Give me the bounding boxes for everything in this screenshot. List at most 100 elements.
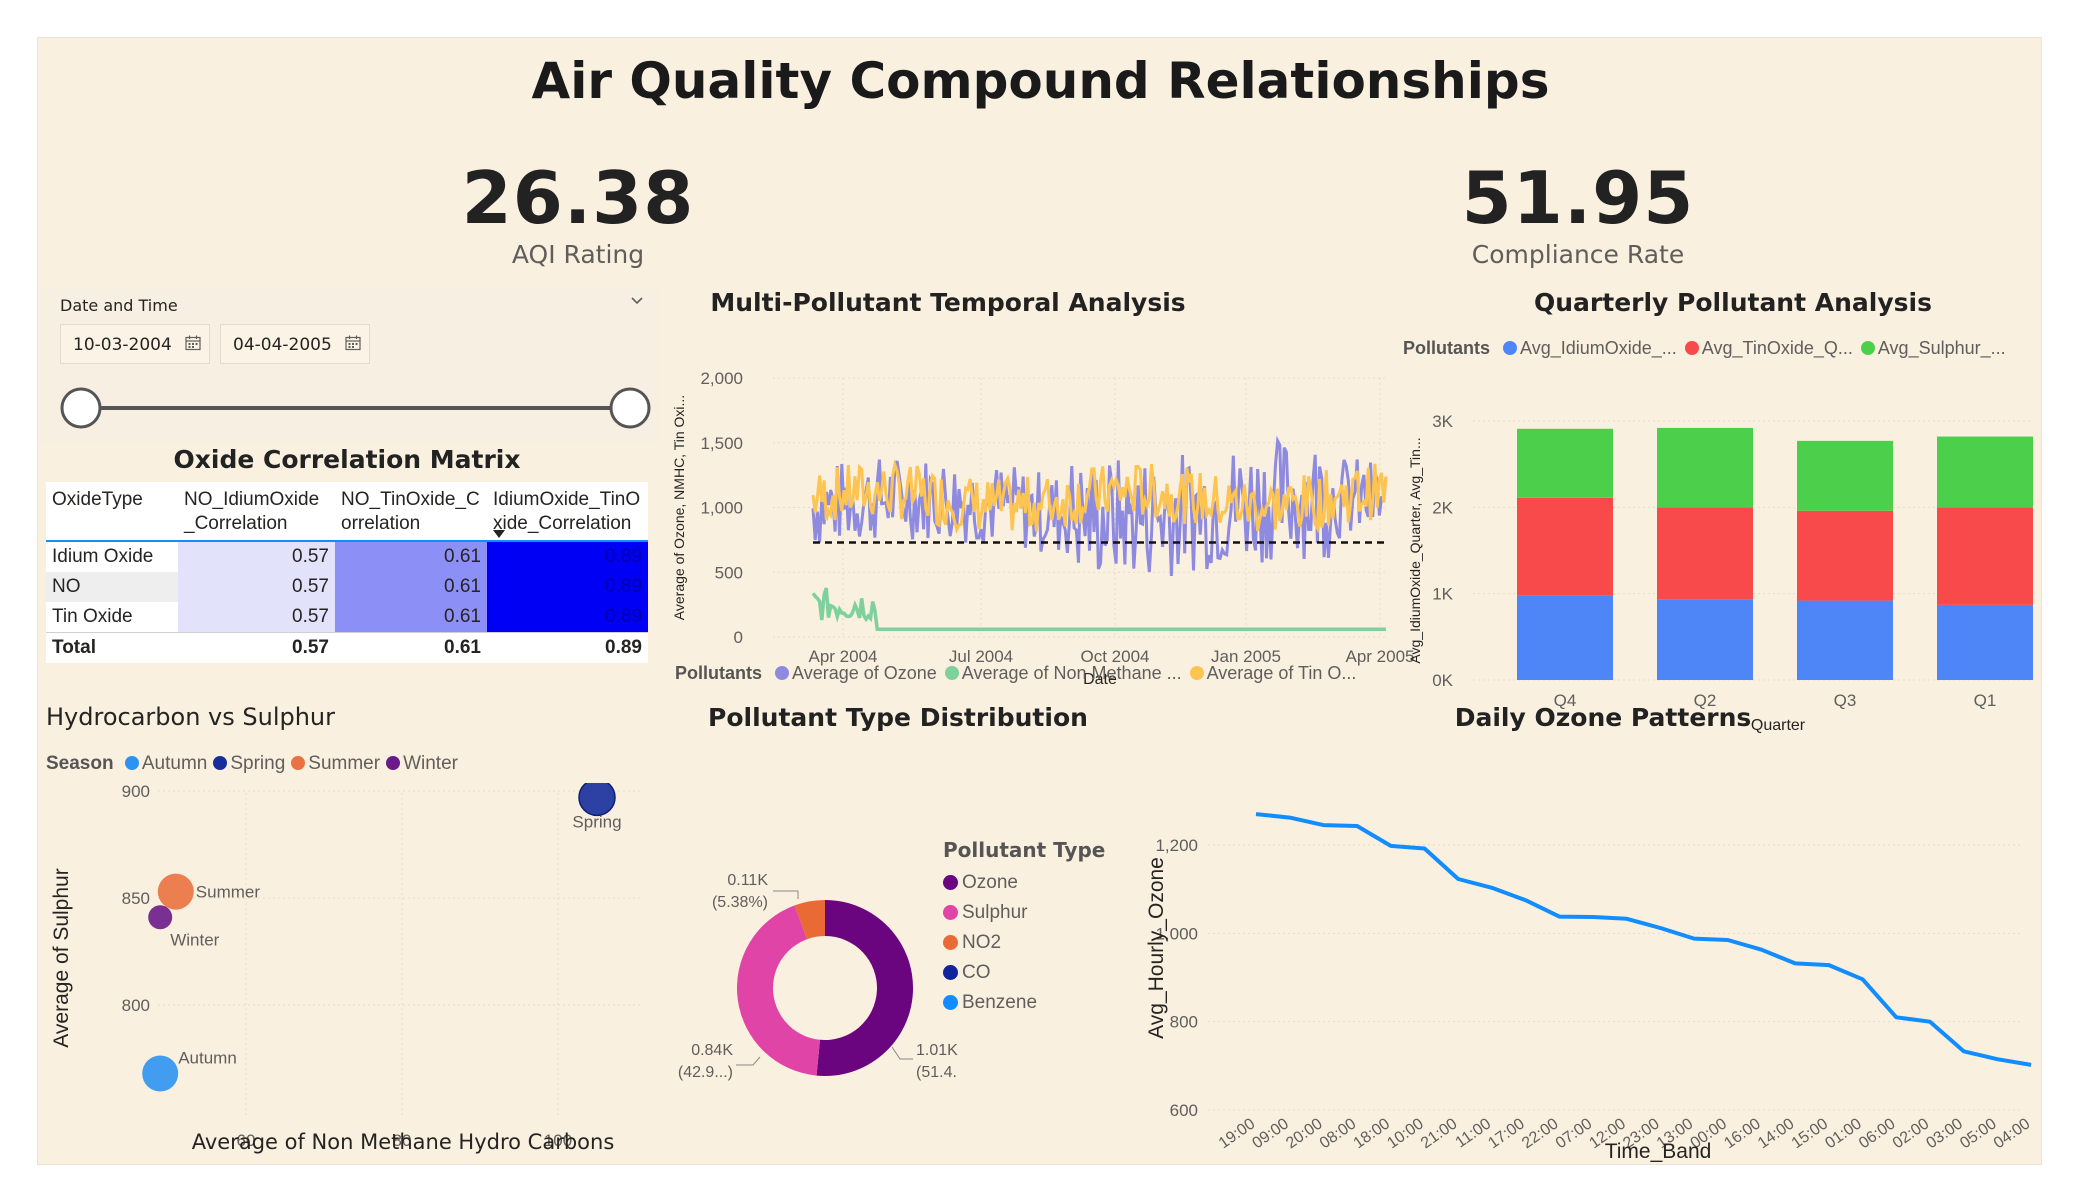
x-tick-label: 06:00	[1856, 1115, 1899, 1152]
y-tick-label: 900	[122, 783, 150, 801]
x-tick-label: Jan 2005	[1211, 647, 1281, 666]
matrix-cell: 0.61	[335, 572, 487, 602]
legend-dot-icon	[213, 756, 228, 770]
temporal-chart[interactable]: 0 500 1,000 1,500 2,000 Apr 2004 Jul 2004 Oct 2…	[668, 320, 1428, 730]
scatter-legend-title: Season	[46, 753, 114, 774]
daily-chart[interactable]: 600 800 1,000 1,200 Avg_Hourly_Ozone 19:0009:…	[1103, 758, 2033, 1163]
quarterly-legend: Pollutants Avg_IdiumOxide_... Avg_TinOxid…	[1403, 338, 2006, 359]
matrix-header-no-tin[interactable]: NO_TinOxide_Correlation	[335, 482, 487, 541]
legend-dot-icon	[1860, 341, 1875, 355]
matrix-header-no-idium[interactable]: NO_IdiumOxide_Correlation	[178, 482, 335, 541]
legend-item[interactable]: Sulphur	[943, 898, 1105, 928]
leader-line	[773, 890, 799, 899]
y-tick-label: 1,200	[1155, 836, 1198, 855]
x-tick-label: 02:00	[1890, 1115, 1933, 1152]
leader-line	[891, 1046, 913, 1060]
legend-label: Autumn	[141, 753, 208, 774]
legend-item[interactable]: NO2	[943, 928, 1105, 958]
scatter-point	[578, 783, 616, 817]
matrix-cell: 0.57	[178, 541, 335, 572]
x-tick-label: 80	[393, 1131, 412, 1150]
y-tick-label: 800	[1170, 1013, 1198, 1032]
legend-item[interactable]: Average of Tin O...	[1189, 663, 1356, 683]
legend-item[interactable]: CO	[943, 958, 1105, 988]
quarterly-legend-title: Pollutants	[1403, 338, 1491, 358]
x-tick-label: 21:00	[1418, 1115, 1461, 1152]
legend-dot-icon	[291, 756, 306, 770]
legend-item[interactable]: Autumn	[124, 753, 208, 774]
legend-item[interactable]: Benzene	[943, 988, 1105, 1018]
legend-label: Ozone	[962, 872, 1018, 893]
legend-label: Winter	[403, 753, 458, 774]
legend-item[interactable]: Spring	[213, 753, 285, 774]
legend-label: Average of Ozone	[792, 663, 937, 683]
temporal-legend-title: Pollutants	[675, 663, 763, 683]
legend-dot-icon	[775, 666, 790, 680]
legend-label: Avg_IdiumOxide_...	[1520, 338, 1677, 358]
series-nmhc-line	[811, 587, 1386, 631]
legend-label: Spring	[230, 753, 286, 774]
legend-item[interactable]: Ozone	[943, 868, 1105, 898]
x-axis-title: Time_Band	[1605, 1140, 1712, 1163]
scatter-chart[interactable]: 800 850 900 60 80 100 Average of Sulphur Autumn…	[38, 783, 658, 1163]
calendar-icon[interactable]	[345, 335, 361, 351]
y-axis-title: Average of Sulphur	[50, 868, 73, 1047]
chevron-down-icon[interactable]	[630, 294, 644, 308]
x-axis-title: Date	[1083, 671, 1117, 688]
y-tick-label: 600	[1170, 1101, 1198, 1120]
matrix-cell: 0.57	[178, 602, 335, 633]
bar-segment	[1517, 497, 1613, 596]
legend-item[interactable]: Avg_IdiumOxide_...	[1503, 338, 1677, 358]
quarterly-title: Quarterly Pollutant Analysis	[1534, 288, 1932, 317]
scatter-point	[142, 1055, 179, 1092]
slider-start-handle[interactable]	[60, 387, 102, 429]
compliance-card: 51.95 Compliance Rate	[1288, 156, 1868, 269]
matrix-row[interactable]: Tin Oxide 0.57 0.61 0.89	[46, 602, 648, 633]
scatter-point	[157, 873, 194, 910]
matrix-header-oxidetype[interactable]: OxideType	[46, 482, 178, 541]
x-tick-label: 60	[237, 1131, 256, 1150]
y-axis-title: Avg_IdiumOxide_Quarter, Avg_Tin...	[1407, 437, 1423, 663]
legend-label: Average of Non Methane ...	[961, 663, 1182, 683]
date-range-slider[interactable]	[55, 378, 655, 438]
slider-end-handle[interactable]	[609, 387, 651, 429]
y-tick-label: 1,500	[700, 434, 743, 453]
point-label: Winter	[170, 930, 219, 949]
aqi-value: 26.38	[461, 156, 695, 240]
sort-down-icon	[493, 530, 505, 538]
donut-slice	[816, 900, 914, 1076]
donut-chart[interactable]: 0.11K (5.38%) 0.84K (42.9...) 1.01K (51.4...)	[658, 823, 958, 1103]
quarterly-chart[interactable]: 0K 1K 2K 3K Avg_IdiumOxide_Quarter, Avg_Tin.…	[1398, 368, 2038, 738]
legend-dot-icon	[943, 995, 958, 1010]
series-tinoxide-line	[811, 459, 1388, 534]
point-label: Summer	[196, 883, 261, 902]
matrix-row[interactable]: NO 0.57 0.61 0.89	[46, 572, 648, 602]
matrix-row[interactable]: Idium Oxide 0.57 0.61 0.89	[46, 541, 648, 572]
temporal-legend: Pollutants Average of Ozone Average of No…	[675, 663, 1356, 684]
date-slicer: Date and Time 10-03-2004 04-04-2005	[40, 288, 658, 443]
x-tick-label: Q1	[1974, 691, 1997, 710]
legend-dot-icon	[1503, 341, 1518, 355]
matrix-total-cell: 0.89	[487, 632, 648, 663]
legend-dot-icon	[943, 935, 958, 950]
donut-slice	[794, 900, 825, 940]
start-date-input[interactable]: 10-03-2004	[60, 324, 210, 364]
bar-segment	[1797, 510, 1893, 601]
legend-item[interactable]: Avg_Sulphur_...	[1860, 338, 2006, 358]
y-tick-label: 0K	[1432, 671, 1453, 690]
legend-item[interactable]: Summer	[291, 753, 380, 774]
legend-item[interactable]: Average of Ozone	[775, 663, 937, 683]
end-date-value: 04-04-2005	[233, 335, 332, 355]
donut-slice	[736, 905, 821, 1076]
bar-segment	[1937, 507, 2033, 605]
matrix-header-idium-tin[interactable]: IdiumOxide_TinOxide_Correlation	[487, 482, 648, 541]
x-tick-label: 11:00	[1453, 1115, 1495, 1151]
slicer-label: Date and Time	[60, 296, 178, 315]
legend-item[interactable]: Avg_TinOxide_Q...	[1684, 338, 1853, 358]
end-date-input[interactable]: 04-04-2005	[220, 324, 370, 364]
bar-segment	[1517, 595, 1613, 680]
legend-item[interactable]: Winter	[386, 753, 458, 774]
calendar-icon[interactable]	[185, 335, 201, 351]
x-tick-label: Apr 2004	[809, 647, 878, 666]
legend-item[interactable]: Average of Non Methane ...	[944, 663, 1182, 683]
